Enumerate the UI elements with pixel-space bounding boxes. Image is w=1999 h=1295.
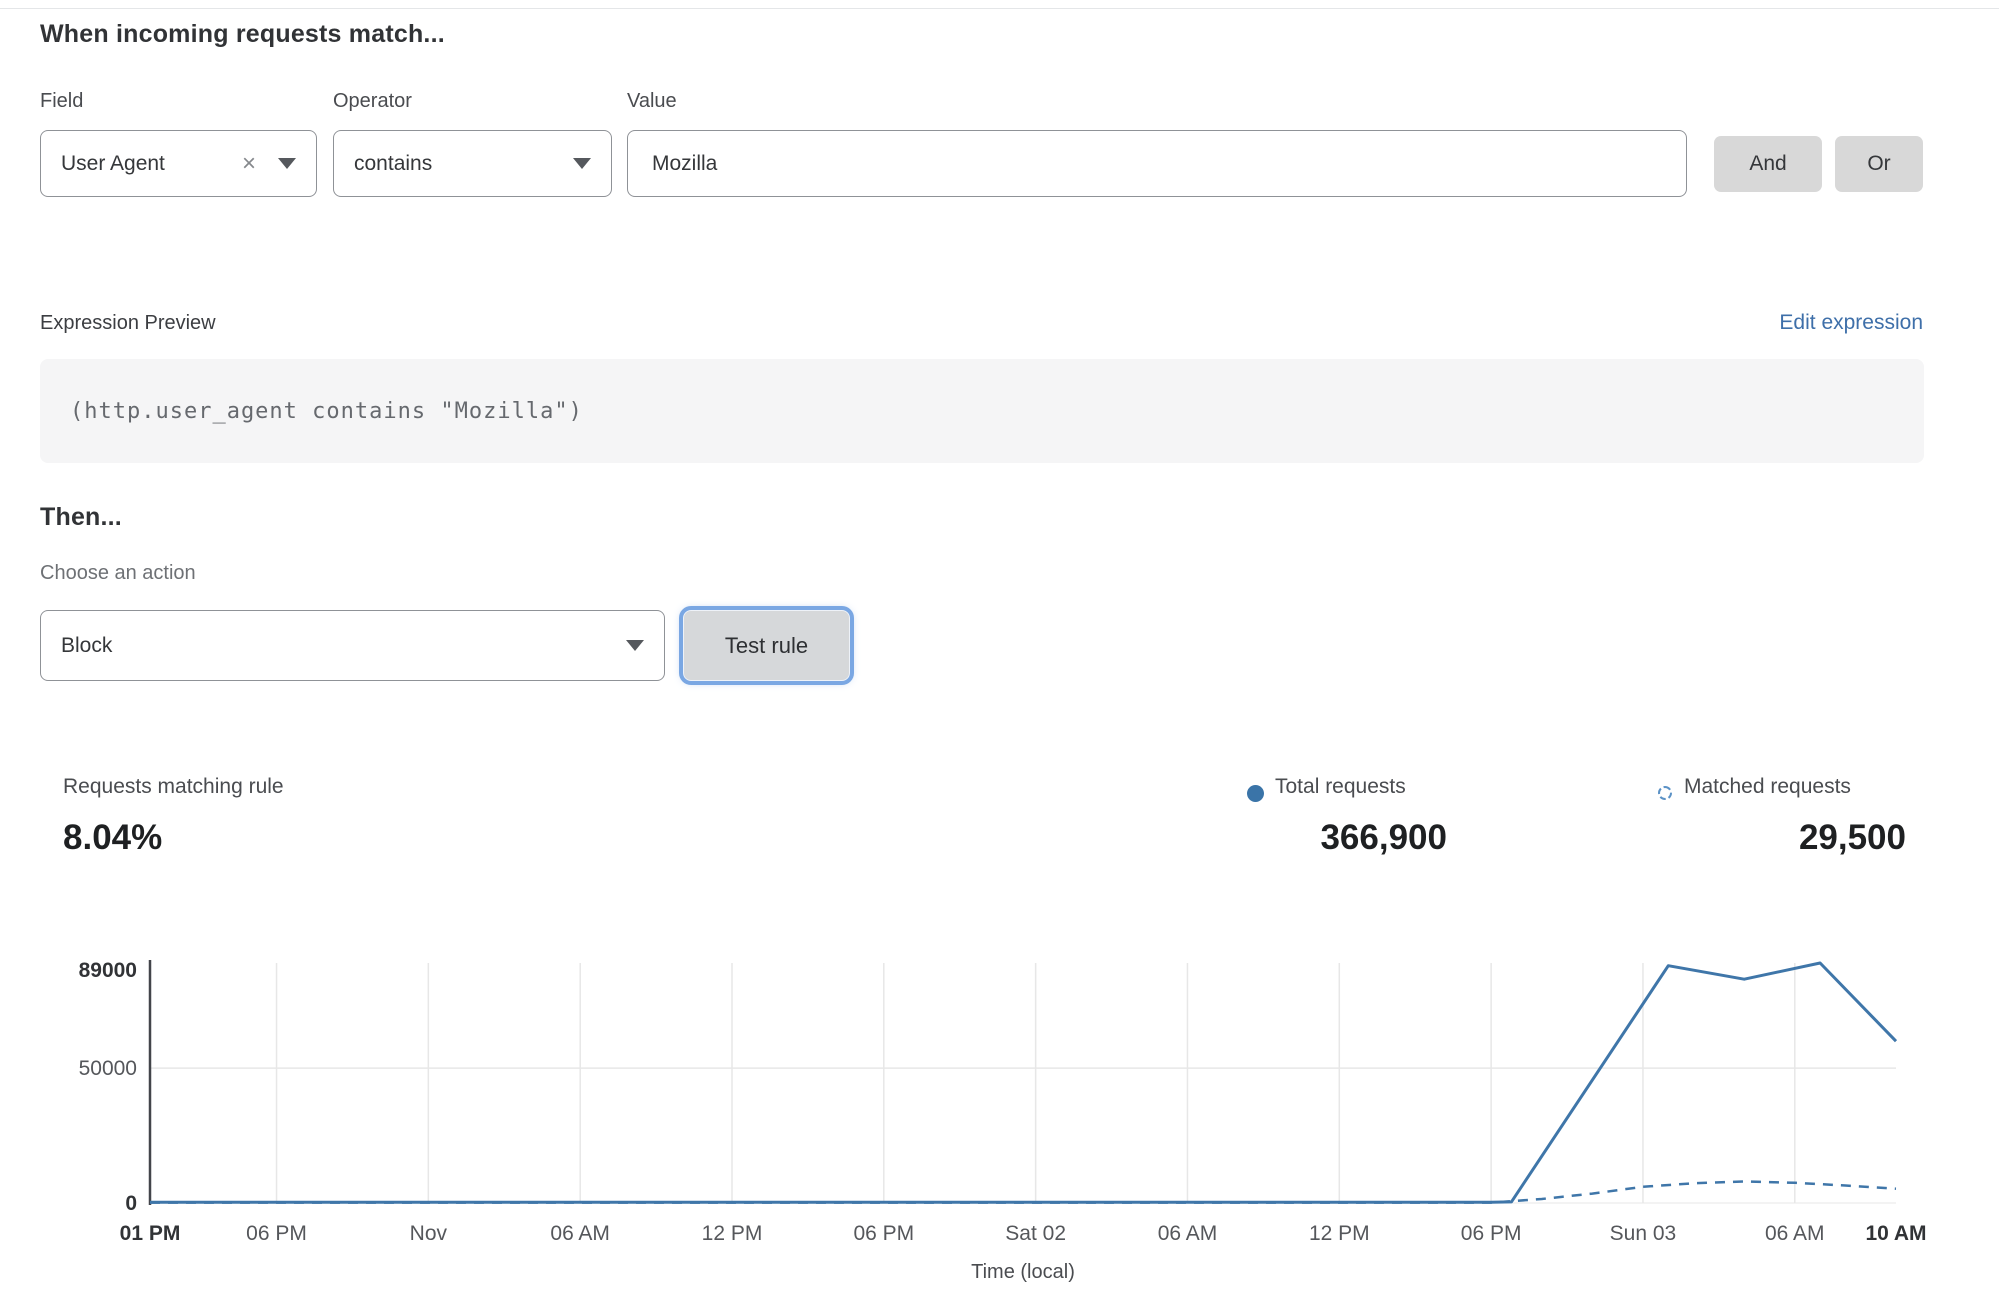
svg-text:12 PM: 12 PM <box>702 1222 763 1245</box>
matched-requests-label: Matched requests <box>1684 775 1851 798</box>
section-title-match: When incoming requests match... <box>40 20 445 48</box>
svg-text:12 PM: 12 PM <box>1309 1222 1370 1245</box>
requests-time-series-chart: 0 50000 89000 01 PM 06 PM Nov 06 AM 12 PM 06 PM S… <box>79 959 1927 1283</box>
total-requests-legend-icon <box>1247 785 1264 802</box>
svg-text:06 PM: 06 PM <box>853 1222 914 1245</box>
field-select[interactable]: User Agent × <box>40 130 317 197</box>
operator-select[interactable]: contains <box>333 130 612 197</box>
test-rule-button[interactable]: Test rule <box>679 606 854 685</box>
expression-preview-label: Expression Preview <box>40 312 216 334</box>
or-button[interactable]: Or <box>1835 136 1923 192</box>
matching-rule-value: 8.04% <box>63 818 163 857</box>
operator-selected-value: contains <box>354 151 433 175</box>
svg-text:06 AM: 06 AM <box>1765 1222 1825 1245</box>
top-divider <box>0 8 1999 9</box>
svg-text:06 PM: 06 PM <box>1461 1222 1522 1245</box>
edit-expression-link[interactable]: Edit expression <box>1779 311 1923 334</box>
value-input-text: Mozilla <box>652 151 718 175</box>
operator-label: Operator <box>333 90 412 112</box>
svg-text:Nov: Nov <box>410 1222 448 1245</box>
svg-text:0: 0 <box>125 1192 137 1215</box>
svg-text:50000: 50000 <box>79 1057 137 1080</box>
svg-text:06 AM: 06 AM <box>550 1222 610 1245</box>
matched-requests-value: 29,500 <box>1798 818 1906 857</box>
chevron-down-icon <box>278 158 296 169</box>
matching-rule-label: Requests matching rule <box>63 775 284 798</box>
choose-action-label: Choose an action <box>40 562 196 584</box>
action-selected-value: Block <box>61 633 113 657</box>
total-requests-value: 366,900 <box>1320 818 1447 857</box>
and-button[interactable]: And <box>1714 136 1822 192</box>
section-title-then: Then... <box>40 503 122 531</box>
chevron-down-icon <box>573 158 591 169</box>
svg-text:89000: 89000 <box>79 959 137 982</box>
expression-code-block: (http.user_agent contains "Mozilla") <box>40 359 1924 463</box>
svg-text:06 PM: 06 PM <box>246 1222 307 1245</box>
field-label: Field <box>40 90 84 112</box>
svg-text:01 PM: 01 PM <box>120 1222 181 1245</box>
value-input[interactable]: Mozilla <box>627 130 1687 197</box>
svg-text:10 AM: 10 AM <box>1865 1222 1926 1245</box>
svg-text:06 AM: 06 AM <box>1158 1222 1218 1245</box>
field-selected-value: User Agent <box>61 151 165 175</box>
svg-text:Sat 02: Sat 02 <box>1005 1222 1066 1245</box>
value-label: Value <box>627 90 677 112</box>
matched-requests-legend-icon <box>1658 786 1672 800</box>
svg-text:Sun 03: Sun 03 <box>1610 1222 1677 1245</box>
expression-code: (http.user_agent contains "Mozilla") <box>70 398 583 424</box>
chevron-down-icon <box>626 640 644 651</box>
action-select[interactable]: Block <box>40 610 665 681</box>
svg-text:Time (local): Time (local) <box>971 1261 1075 1283</box>
clear-field-icon[interactable]: × <box>241 149 256 177</box>
total-requests-label: Total requests <box>1275 775 1406 798</box>
